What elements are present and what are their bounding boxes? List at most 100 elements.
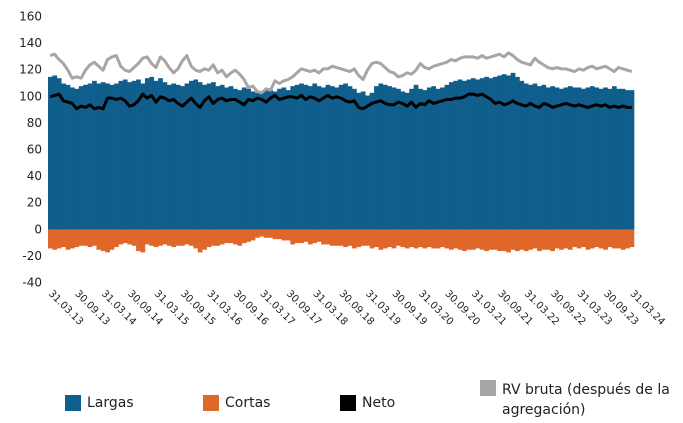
bar (625, 90, 630, 230)
bar (559, 229, 564, 250)
bar (448, 229, 454, 250)
bar (268, 90, 274, 230)
legend-item: Neto (340, 395, 395, 411)
bar (576, 87, 582, 230)
bar (277, 88, 282, 230)
bar (131, 80, 137, 230)
bar (484, 229, 489, 252)
bar (180, 229, 185, 246)
bar (413, 229, 419, 249)
bar (224, 87, 229, 230)
bar (532, 83, 538, 230)
legend-label: RV bruta (después de la agregación) (502, 382, 670, 418)
bar (400, 229, 406, 248)
bar (136, 79, 141, 230)
bar (365, 229, 370, 246)
bar (541, 229, 547, 250)
bar (131, 229, 137, 246)
bar (312, 229, 318, 244)
bar (162, 229, 168, 245)
bar (484, 76, 489, 230)
bar (453, 80, 459, 230)
line (49, 51, 633, 95)
bar (387, 229, 392, 248)
bar (166, 229, 172, 246)
bar (470, 78, 476, 230)
bar (440, 229, 445, 248)
bar (188, 80, 194, 230)
bar (409, 229, 414, 248)
bar (475, 79, 481, 230)
bar (418, 229, 423, 248)
bar (620, 229, 626, 250)
bar (290, 86, 296, 230)
bar (237, 90, 243, 230)
bar (488, 78, 494, 230)
bar (334, 229, 340, 246)
bar (360, 229, 366, 246)
bar (149, 76, 155, 230)
bar (497, 75, 503, 230)
bar (197, 229, 203, 253)
bar (70, 229, 75, 249)
legend-swatch (340, 395, 356, 411)
bar (180, 86, 185, 230)
bar (122, 229, 128, 244)
bar (338, 84, 344, 230)
bar (479, 78, 485, 230)
bar (144, 78, 150, 230)
bar (457, 229, 463, 250)
bar (519, 80, 525, 230)
bar (96, 229, 102, 250)
bar (61, 83, 66, 230)
bar (391, 87, 397, 230)
bar (215, 86, 221, 230)
bar (391, 229, 397, 249)
bar (211, 229, 216, 246)
bar (299, 83, 304, 230)
y-tick-label: 120 (19, 63, 42, 77)
bar (563, 87, 569, 230)
bar (321, 229, 326, 245)
bar (272, 229, 278, 240)
bar (197, 82, 203, 230)
line (49, 92, 632, 111)
bar (303, 229, 309, 242)
bar (554, 229, 560, 249)
bar (263, 229, 269, 238)
bar (188, 229, 194, 246)
bar (329, 86, 335, 230)
bar (475, 229, 481, 249)
bar (325, 84, 331, 230)
bar (528, 84, 533, 230)
bar (506, 75, 511, 230)
bar (61, 229, 66, 248)
bar (250, 91, 256, 230)
bar (285, 90, 291, 230)
bar (92, 80, 97, 230)
bar (625, 229, 630, 249)
bar (215, 229, 221, 246)
bar (219, 84, 225, 230)
y-tick-label: 140 (19, 36, 42, 50)
bar (184, 229, 190, 245)
bar (100, 82, 106, 230)
bar (431, 229, 437, 249)
bar (127, 229, 133, 245)
bar (277, 229, 282, 240)
bar (404, 92, 410, 230)
y-tick-label: 0 (34, 222, 42, 236)
bar (162, 82, 168, 230)
bar (369, 92, 375, 230)
bar (259, 91, 265, 230)
bar (413, 84, 419, 230)
bar (193, 229, 199, 249)
bar (250, 229, 256, 241)
bar (356, 229, 362, 248)
bar (65, 229, 71, 250)
bar (70, 87, 75, 230)
bar (466, 229, 472, 250)
bar (422, 229, 428, 249)
bar (166, 84, 172, 230)
bar (171, 83, 177, 230)
